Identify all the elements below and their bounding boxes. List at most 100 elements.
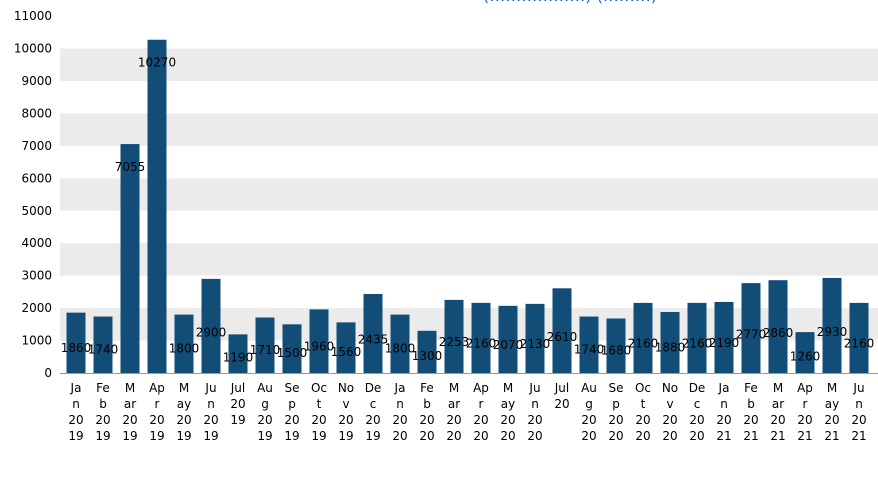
x-tick-label: De xyxy=(365,381,382,395)
y-tick-label: 9000 xyxy=(21,74,52,88)
bar xyxy=(336,322,356,373)
x-tick-label: 20 xyxy=(95,413,110,427)
x-tick-label: Ap xyxy=(473,381,489,395)
x-tick-label: 19 xyxy=(68,429,83,443)
x-tick-label: 20 xyxy=(473,429,488,443)
x-tick-label: b xyxy=(747,397,755,411)
x-tick-label: Ju xyxy=(204,381,216,395)
x-tick-label: 21 xyxy=(770,429,785,443)
y-tick-label: 5000 xyxy=(21,204,52,218)
x-tick-label: Ja xyxy=(70,381,82,395)
x-tick-label: 19 xyxy=(311,429,326,443)
chart-title-fragment: (………………) (………) xyxy=(483,0,657,5)
data-label: 10270 xyxy=(138,56,176,70)
x-tick-label: g xyxy=(585,397,593,411)
x-tick-label: b xyxy=(423,397,431,411)
x-tick-label: n xyxy=(207,397,215,411)
bar xyxy=(687,302,707,373)
x-tick-label: M xyxy=(827,381,837,395)
x-tick-label: 19 xyxy=(149,429,164,443)
x-tick-label: 20 xyxy=(176,413,191,427)
x-tick-label: M xyxy=(449,381,459,395)
y-tick-label: 0 xyxy=(44,366,52,380)
x-tick-label: Jul xyxy=(554,381,569,395)
data-label: 2860 xyxy=(763,326,794,340)
bar xyxy=(120,144,140,373)
x-tick-label: 20 xyxy=(419,413,434,427)
data-label: 1710 xyxy=(250,343,281,357)
x-tick-label: 20 xyxy=(716,413,731,427)
grid-band xyxy=(60,178,878,211)
bar xyxy=(174,314,194,373)
data-label: 1880 xyxy=(655,341,686,355)
data-label: 1680 xyxy=(601,343,632,357)
x-tick-label: M xyxy=(179,381,189,395)
x-tick-label: 20 xyxy=(797,413,812,427)
x-tick-label: 20 xyxy=(527,429,542,443)
x-tick-label: 19 xyxy=(338,429,353,443)
x-tick-label: 19 xyxy=(95,429,110,443)
x-tick-label: p xyxy=(612,397,620,411)
bar xyxy=(255,317,275,373)
x-tick-label: c xyxy=(694,397,701,411)
data-label: 2160 xyxy=(466,336,497,350)
data-label: 2610 xyxy=(547,330,578,344)
grid-band xyxy=(60,243,878,276)
x-tick-label: Ju xyxy=(528,381,540,395)
x-tick-label: n xyxy=(531,397,539,411)
x-tick-label: 20 xyxy=(743,413,758,427)
bar xyxy=(579,316,599,373)
x-tick-label: v xyxy=(342,397,349,411)
x-tick-label: 20 xyxy=(257,413,272,427)
x-tick-label: 19 xyxy=(230,413,245,427)
data-label: 2070 xyxy=(493,338,524,352)
x-tick-label: 20 xyxy=(635,413,650,427)
x-tick-label: r xyxy=(803,397,808,411)
data-label: 2160 xyxy=(628,336,659,350)
x-tick-label: Se xyxy=(609,381,624,395)
x-tick-label: ay xyxy=(825,397,839,411)
x-tick-label: 20 xyxy=(635,429,650,443)
x-tick-label: t xyxy=(641,397,646,411)
bar xyxy=(714,301,734,373)
x-tick-label: 19 xyxy=(176,429,191,443)
bar xyxy=(66,312,86,373)
x-tick-label: 20 xyxy=(581,429,596,443)
y-tick-label: 4000 xyxy=(21,236,52,250)
data-label: 2930 xyxy=(817,325,848,339)
x-tick-label: 19 xyxy=(257,429,272,443)
bar xyxy=(606,318,626,373)
x-tick-label: Se xyxy=(285,381,300,395)
x-tick-label: n xyxy=(855,397,863,411)
x-tick-label: Au xyxy=(581,381,597,395)
x-tick-label: M xyxy=(503,381,513,395)
x-tick-label: De xyxy=(689,381,706,395)
bar xyxy=(363,293,383,373)
y-tick-label: 11000 xyxy=(14,9,52,23)
grid-band xyxy=(60,113,878,146)
x-tick-label: p xyxy=(288,397,296,411)
x-tick-label: ar xyxy=(448,397,460,411)
bar xyxy=(741,283,761,373)
bar xyxy=(471,302,491,373)
x-tick-label: 21 xyxy=(797,429,812,443)
x-tick-label: No xyxy=(338,381,354,395)
x-tick-label: 20 xyxy=(473,413,488,427)
x-tick-label: Ja xyxy=(394,381,406,395)
x-tick-label: n xyxy=(720,397,728,411)
x-tick-label: 20 xyxy=(689,429,704,443)
data-label: 1860 xyxy=(61,341,92,355)
x-tick-label: Fe xyxy=(96,381,110,395)
data-label: 1260 xyxy=(790,350,821,364)
x-tick-label: 20 xyxy=(284,413,299,427)
x-tick-label: 20 xyxy=(122,413,137,427)
x-tick-label: 20 xyxy=(419,429,434,443)
y-tick-label: 1000 xyxy=(21,334,52,348)
x-tick-label: Au xyxy=(257,381,273,395)
x-tick-label: 20 xyxy=(149,413,164,427)
x-tick-label: r xyxy=(155,397,160,411)
data-label: 7055 xyxy=(115,160,146,174)
y-tick-label: 10000 xyxy=(14,42,52,56)
bar xyxy=(228,334,248,373)
